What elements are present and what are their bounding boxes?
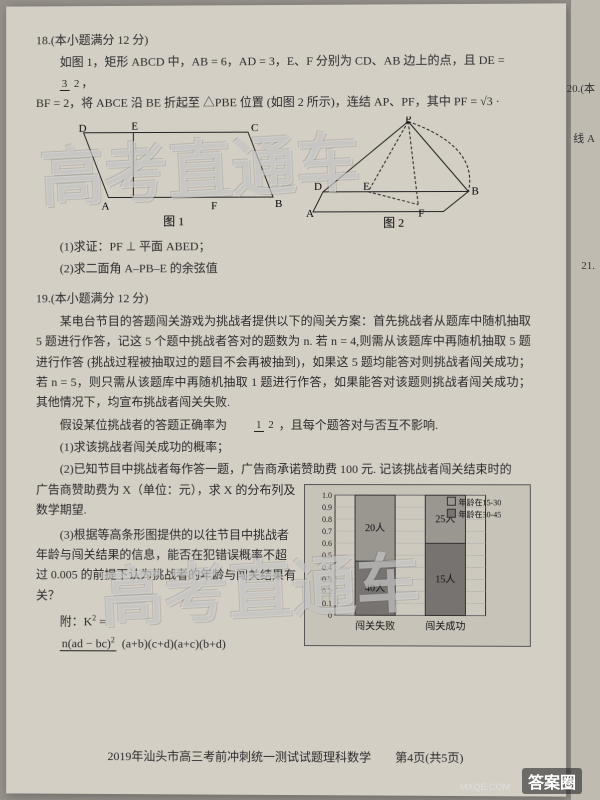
exam-page: 18.(本小题满分 12 分) 如图 1，矩形 ABCD 中，AB = 6，AD… [6, 3, 566, 796]
next-page-sliver [570, 0, 600, 800]
svg-text:闯关失败: 闯关失败 [355, 619, 395, 632]
svg-text:F: F [418, 207, 424, 219]
q19-sub1: (1)求该挑战者闯关成功的概率； [36, 437, 531, 458]
svg-text:P: P [405, 116, 411, 125]
q18-sub1: (1)求证：PF ⊥ 平面 ABED； [36, 235, 531, 257]
svg-text:年龄在30-45: 年龄在30-45 [458, 509, 501, 519]
svg-text:D: D [314, 180, 322, 192]
svg-text:0.5: 0.5 [322, 551, 332, 560]
q19-sub2a: (2)已知节目中挑战者每作答一题，广告商承诺赞助费 100 元. 记该挑战者闯关… [36, 459, 531, 480]
svg-text:20人: 20人 [365, 522, 385, 534]
svg-text:15人: 15人 [435, 573, 455, 585]
page-footer: 2019年汕头市高三考前冲刺统一测试试题理科数学 第4页(共5页) [6, 745, 566, 768]
svg-text:闯关成功: 闯关成功 [425, 619, 465, 632]
side-q20: 20.(本 [567, 80, 595, 96]
q19-p2: 假设某位挑战者的答题正确率为 1 2 ，且每个题答对与否互不影响. [36, 415, 531, 436]
svg-text:B: B [471, 185, 478, 197]
svg-text:F: F [211, 200, 217, 212]
svg-text:0.9: 0.9 [322, 503, 332, 512]
side-q21: 21. [581, 260, 595, 272]
svg-text:1.0: 1.0 [322, 491, 332, 500]
svg-text:A: A [101, 200, 109, 212]
q19-p1: 某电台节目的答题闯关游戏为挑战者提供以下的闯关方案：首先挑战者从题库中随机抽取 … [36, 310, 531, 412]
svg-text:D: D [78, 122, 86, 134]
side-lineA: 线 A [573, 130, 595, 146]
svg-text:C: C [251, 122, 258, 134]
svg-text:A: A [306, 207, 314, 219]
stacked-bar-chart: 1.0 0.9 0.8 0.7 0.6 0.5 0.4 0.3 0.2 0.1 0 20人 40人闯关失… [304, 484, 531, 647]
q18-frac1: 3 2 [36, 78, 81, 89]
svg-text:0: 0 [328, 611, 332, 620]
q18-line1-a: 如图 1，矩形 ABCD 中，AB = 6，AD = 3，E、F 分别为 CD、… [60, 53, 505, 69]
q18-line2: BF = 2，将 ABCE 沿 BE 折起至 △PBE 位置 (如图 2 所示)… [36, 91, 531, 114]
svg-text:E: E [131, 120, 138, 132]
q18-figures: D E C A F B 图 1 P D E B A F 图 2 [63, 116, 503, 232]
svg-text:年龄在15-30: 年龄在15-30 [458, 497, 501, 507]
svg-text:0.6: 0.6 [322, 539, 332, 548]
svg-text:图 2: 图 2 [383, 215, 404, 229]
svg-text:40人: 40人 [365, 582, 385, 594]
svg-text:图 1: 图 1 [163, 214, 184, 228]
q19-frac: 1 2 [230, 420, 276, 431]
svg-text:0.2: 0.2 [322, 587, 332, 596]
q18-sub2: (2)求二面角 A–PB–E 的余弦值 [36, 257, 531, 278]
site-sublogo: MXQE.COM [460, 782, 510, 792]
svg-text:B: B [275, 198, 282, 210]
site-logo: 答案圈 [522, 768, 582, 794]
q19-head: 19.(本小题满分 12 分) [36, 288, 531, 309]
svg-text:0.1: 0.1 [322, 599, 332, 608]
k2-formula: n(ad − bc)2 (a+b)(c+d)(a+c)(b+d) [36, 636, 228, 650]
q18-head: 18.(本小题满分 12 分) [36, 28, 531, 51]
svg-text:0.4: 0.4 [322, 563, 332, 572]
svg-text:E: E [363, 180, 370, 192]
svg-text:0.3: 0.3 [322, 575, 332, 584]
svg-text:0.8: 0.8 [322, 515, 332, 524]
q18-line1: 如图 1，矩形 ABCD 中，AB = 6，AD = 3，E、F 分别为 CD、… [36, 50, 531, 93]
svg-text:0.7: 0.7 [322, 527, 332, 536]
